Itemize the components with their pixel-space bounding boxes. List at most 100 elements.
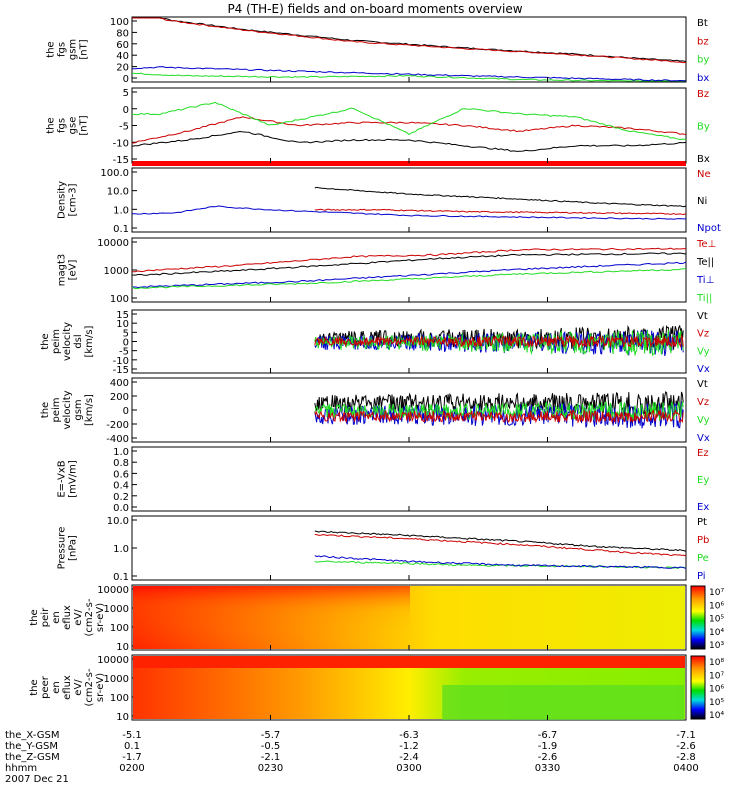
legend-bgsm-bz: bz: [697, 36, 709, 47]
ylabel-bgsm-3: [nT]: [79, 39, 90, 59]
series-press-Pi: [314, 555, 687, 569]
ylabel-ispec-0: the: [29, 609, 40, 625]
ytick-dens-0: 100.0: [100, 168, 129, 179]
ytick-vdsl-6: -15: [113, 365, 129, 376]
series-bdsl-Bz: [131, 116, 687, 144]
ylabel-espec-5: (cm2-s-: [84, 668, 95, 706]
legend-temp-Te⊥: Te⊥: [696, 239, 716, 250]
ytick-ispec-1: 1000: [104, 604, 129, 615]
ytick-vdsl-4: -5: [119, 347, 129, 358]
legend-efield-Ey: Ey: [697, 475, 709, 486]
legend-bdsl-Bz: Bz: [697, 89, 709, 100]
series-press-Pt: [314, 530, 687, 552]
legend-vdsl-Vt: Vt: [697, 311, 708, 322]
legend-vdsl-Vy: Vy: [697, 346, 710, 357]
footer-label-z: the_Z-GSM: [5, 752, 60, 763]
legend-dens-Ni: Ni: [697, 196, 707, 207]
ytick-dens-1: 10.0: [107, 187, 129, 198]
series-bgsm-Bt: [132, 17, 687, 63]
ytick-bgsm-2: 60: [116, 40, 129, 51]
ylabel-efield-1: [mV/m]: [68, 460, 79, 498]
ylabel-espec-1: peer: [40, 675, 51, 699]
ylabel-bgsm-0: the: [46, 41, 57, 57]
ytick-vdsl-1: 10: [116, 319, 129, 330]
ytick-efield-3: 0.4: [113, 481, 129, 492]
legend-press-Pi: Pi: [697, 571, 706, 582]
x-tick-the_Z-GSM-1: -2.1: [260, 752, 281, 763]
ytick-ispec-2: 100: [110, 623, 129, 634]
ytick-espec-1: 1000: [104, 674, 129, 685]
panel-frame-bdsl: [131, 87, 687, 164]
ylabel-vgsm-1: peim: [51, 397, 62, 422]
x-tick-hhmm-0: 0200: [119, 763, 145, 774]
x-tick-column-2: -6.3 -1.2 -2.4 0300: [384, 730, 434, 774]
ytick-dens-2: 1.0: [113, 205, 129, 216]
legend-bdsl-Bx: Bx: [697, 154, 710, 165]
x-tick-the_Z-GSM-0: -1.7: [122, 752, 142, 763]
series-bdsl-Bx: [131, 130, 687, 152]
ylabel-ispec-2: en: [51, 611, 62, 624]
ytick-vdsl-0: 15: [116, 310, 129, 321]
series-vgsm-Vz: [314, 409, 684, 425]
ytick-efield-2: 0.6: [113, 469, 129, 480]
x-tick-column-1: -5.7 -0.5 -2.1 0230: [246, 730, 296, 774]
legend-vgsm-Vt: Vt: [697, 379, 708, 390]
ytick-espec-2: 100: [110, 693, 129, 704]
ylabel-ispec-1: peir: [40, 607, 51, 627]
ylabel-vgsm-3: gsm: [73, 399, 84, 420]
x-tick-the_X-GSM-3: -6.7: [537, 730, 558, 741]
legend-vgsm-Vy: Vy: [697, 415, 710, 426]
series-vgsm-Vy: [314, 400, 684, 421]
x-tick-the_Y-GSM-0: 0.1: [124, 741, 140, 752]
legend-bgsm-Bt: Bt: [697, 18, 708, 29]
legend-vdsl-Vz: Vz: [697, 329, 709, 340]
legend-dens-Npot: Npot: [697, 223, 721, 234]
legend-vgsm-Vz: Vz: [697, 397, 709, 408]
series-vdsl-Vx: [314, 329, 684, 357]
footer-date: 2007 Dec 21: [5, 774, 69, 785]
legend-press-Pb: Pb: [697, 535, 709, 546]
ytick-press-0: 10.0: [107, 516, 129, 527]
footer-label-hhmm: hhmm: [5, 763, 38, 774]
x-tick-hhmm-4: 0400: [673, 763, 699, 774]
x-tick-the_X-GSM-0: -5.1: [122, 730, 142, 741]
x-tick-the_Z-GSM-2: -2.4: [399, 752, 419, 763]
ytick-bdsl-3: -10: [113, 138, 129, 149]
x-tick-the_Y-GSM-2: -1.2: [399, 741, 419, 752]
ylabel-press-1: [nPa]: [68, 535, 79, 561]
ylabel-espec-2: en: [51, 681, 62, 694]
x-tick-hhmm-3: 0330: [534, 763, 561, 774]
ytick-ispec-3: 10: [116, 642, 129, 653]
panel-frame-efield: [131, 446, 687, 512]
ytick-bgsm-5: 0: [123, 74, 129, 85]
ytick-vgsm-2: 0: [123, 406, 129, 417]
ytick-bgsm-4: 20: [116, 63, 129, 74]
colorbar-tick-espec-2: 10⁶: [709, 685, 724, 695]
x-tick-the_X-GSM-1: -5.7: [260, 730, 281, 741]
legend-vdsl-Vx: Vx: [697, 364, 710, 375]
legend-temp-Ti⊥: Ti⊥: [696, 275, 714, 286]
panel-frame-dens: [131, 167, 687, 233]
ytick-efield-0: 1.0: [113, 447, 129, 458]
legend-dens-Ne: Ne: [697, 169, 711, 180]
ytick-temp-2: 100: [110, 294, 129, 305]
legend-bgsm-bx: bx: [697, 73, 709, 84]
x-axis-footer-labels: the_X-GSM the_Y-GSM the_Z-GSM hhmm 2007 …: [5, 730, 69, 785]
x-tick-the_X-GSM-4: -7.1: [676, 730, 696, 741]
colorbar-tick-ispec-0: 10⁷: [709, 588, 724, 598]
electron-spectrogram-green-region: [442, 685, 684, 720]
ytick-bgsm-3: 40: [116, 51, 129, 62]
ylabel-vdsl-0: the: [40, 333, 51, 349]
series-dens-Ne: [314, 208, 687, 216]
ylabel-ispec-3: eflux: [62, 605, 73, 630]
chart-title: P4 (TH-E) fields and on-board moments ov…: [227, 2, 523, 16]
ytick-vgsm-4: -400: [106, 434, 129, 445]
series-vdsl-Vz: [314, 333, 684, 349]
x-tick-column-0: -5.1 0.1 -1.7 0200: [107, 730, 157, 774]
ylabel-bgsm-1: fgs: [57, 42, 68, 57]
series-bgsm-bx: [132, 66, 687, 82]
ylabel-vdsl-1: peim: [51, 329, 62, 354]
x-tick-the_Y-GSM-1: -0.5: [260, 741, 281, 752]
ylabel-vdsl-3: dsl: [73, 334, 84, 348]
ylabel-bdsl-2: gse: [68, 117, 79, 135]
